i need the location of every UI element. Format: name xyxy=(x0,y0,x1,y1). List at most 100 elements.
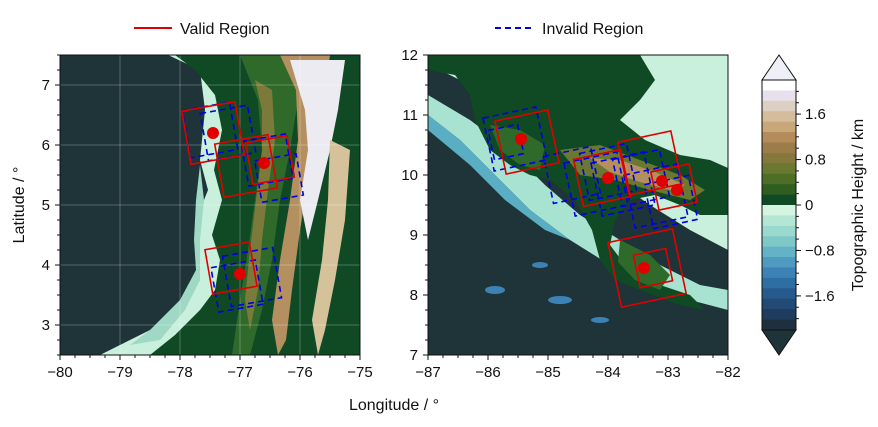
colorbar-segment xyxy=(762,246,796,258)
colorbar-segment xyxy=(762,121,796,133)
invalid-region-box xyxy=(611,148,671,208)
colorbar-label: Topographic Height / km xyxy=(850,119,867,292)
x-tick-label: −77 xyxy=(227,364,252,381)
valid-point xyxy=(207,127,219,139)
y-axis-label: Latitude / ° xyxy=(11,167,28,244)
x-tick-label: −84 xyxy=(595,364,620,381)
colorbar-tick-label: 0.8 xyxy=(805,152,826,169)
colorbar-extend-bottom xyxy=(761,329,797,356)
colorbar-extend-top xyxy=(761,54,797,81)
x-tick-label: −79 xyxy=(107,364,132,381)
y-tick-label: 11 xyxy=(402,107,418,124)
x-tick-label: −83 xyxy=(655,364,680,381)
invalid-region-box xyxy=(542,145,602,205)
y-tick-label: 12 xyxy=(401,47,418,64)
colorbar-segment xyxy=(762,142,796,154)
colorbar-segment xyxy=(762,152,796,164)
colorbar-segment xyxy=(762,111,796,123)
y-tick-label: 8 xyxy=(410,287,418,304)
colorbar-segment xyxy=(762,173,796,185)
invalid-region-box xyxy=(221,246,283,308)
seamount xyxy=(532,262,548,268)
x-tick-label: −82 xyxy=(715,364,740,381)
y-tick-label: 9 xyxy=(410,227,418,244)
valid-point xyxy=(638,262,650,274)
valid-region-box xyxy=(494,109,560,175)
seamount xyxy=(591,317,609,323)
legend: Valid Region Invalid Region xyxy=(134,21,643,38)
x-tick-label: −78 xyxy=(167,364,192,381)
x-tick-label: −76 xyxy=(287,364,312,381)
valid-region-box xyxy=(213,133,279,199)
valid-region-box xyxy=(606,227,688,309)
left-land-eastern-ridge xyxy=(312,140,350,355)
invalid-region-box xyxy=(563,151,629,217)
left-map-grid xyxy=(60,55,360,355)
colorbar-segments xyxy=(761,54,797,356)
colorbar-segment xyxy=(762,163,796,175)
valid-point xyxy=(602,172,614,184)
right-axis-ticks: −87 −86 −85 −84 −83 −82 7 8 9 10 11 12 xyxy=(401,47,740,381)
invalid-region-box xyxy=(482,106,548,172)
y-tick-label: 7 xyxy=(410,347,418,364)
invalid-region-box xyxy=(578,142,638,202)
colorbar-segment xyxy=(762,267,796,279)
valid-point xyxy=(515,133,527,145)
left-region-overlays xyxy=(180,100,305,313)
x-tick-label: −87 xyxy=(415,364,440,381)
colorbar-tick-label: 1.6 xyxy=(805,106,826,123)
seamount xyxy=(485,286,505,294)
colorbar-segment xyxy=(762,132,796,143)
right-map-panel: −87 −86 −85 −84 −83 −82 7 8 9 10 11 12 xyxy=(401,47,740,381)
colorbar-segment xyxy=(762,277,796,289)
colorbar-segment xyxy=(762,90,796,102)
right-seamounts xyxy=(485,262,609,323)
colorbar-tick-label: −0.8 xyxy=(805,242,835,259)
colorbar-tick-label: 0 xyxy=(805,197,813,214)
colorbar-segment xyxy=(762,309,796,321)
valid-region-box xyxy=(204,241,258,295)
y-tick-label: 4 xyxy=(42,257,50,274)
right-region-overlays xyxy=(482,106,699,309)
legend-invalid-label: Invalid Region xyxy=(542,21,643,38)
colorbar-segment xyxy=(762,319,796,331)
invalid-region-box xyxy=(590,151,656,217)
invalid-region-box xyxy=(240,133,294,187)
valid-region-box xyxy=(617,130,683,196)
colorbar-segment xyxy=(762,205,796,216)
valid-region-box xyxy=(632,247,674,289)
seamount xyxy=(548,296,572,304)
x-tick-label: −75 xyxy=(347,364,372,381)
valid-point xyxy=(234,268,246,280)
invalid-region-box xyxy=(253,152,305,204)
right-pacific-slope xyxy=(428,115,570,240)
left-map-panel: −80 −79 −78 −77 −76 −75 3 4 5 6 7 xyxy=(42,54,373,381)
colorbar-segment xyxy=(762,225,796,237)
colorbar-segment xyxy=(762,257,796,268)
y-tick-label: 7 xyxy=(42,77,50,94)
y-tick-label: 6 xyxy=(42,137,50,154)
y-tick-label: 3 xyxy=(42,317,50,334)
left-land-western-ridge xyxy=(245,80,275,330)
colorbar-segment xyxy=(762,100,796,112)
legend-valid-label: Valid Region xyxy=(180,21,270,38)
x-tick-label: −80 xyxy=(47,364,72,381)
valid-region-box xyxy=(572,148,632,208)
colorbar-segment xyxy=(762,194,796,206)
colorbar-segment xyxy=(762,236,796,248)
valid-point xyxy=(258,157,270,169)
colorbar: 1.6 0.8 0 −0.8 −1.6 Topographic Height / km xyxy=(761,54,867,356)
right-map-terrain xyxy=(428,55,728,355)
x-tick-label: −85 xyxy=(535,364,560,381)
left-map-terrain xyxy=(60,55,360,355)
y-tick-label: 5 xyxy=(42,197,50,214)
x-tick-label: −86 xyxy=(475,364,500,381)
invalid-region-box xyxy=(210,259,264,313)
colorbar-tick-label: −1.6 xyxy=(805,288,835,305)
valid-region-box xyxy=(244,134,296,186)
colorbar-segment xyxy=(762,288,796,300)
valid-point xyxy=(656,175,668,187)
colorbar-segment xyxy=(762,215,796,227)
valid-point xyxy=(671,184,683,196)
